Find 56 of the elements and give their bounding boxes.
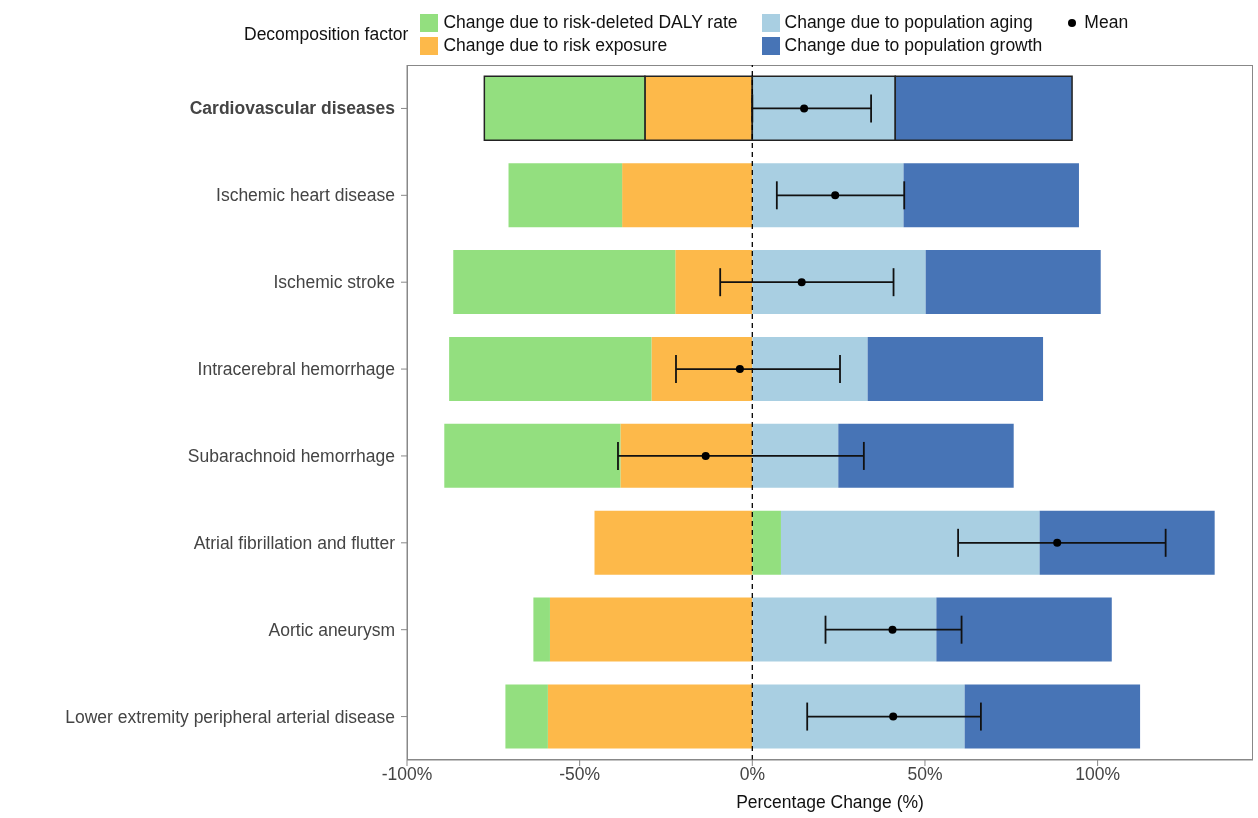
bar [549,597,753,662]
point [888,625,897,634]
y-tick-label: Ischemic stroke [273,272,395,293]
bar [925,250,1101,315]
point [797,278,806,287]
bar [505,684,548,749]
bar [752,510,781,575]
bar [867,336,1044,401]
y-tick-label: Atrial fibrillation and flutter [193,532,396,553]
legend-title: Decomposition factor [244,23,409,45]
legend-label: Change due to risk exposure [443,35,668,56]
y-tick-label: Cardiovascular diseases [189,98,396,119]
bar [752,684,965,749]
x-axis-title: Percentage Change (%) [736,792,924,812]
bar [508,163,623,228]
bar [453,250,676,315]
point [889,712,898,721]
legend-label: Change due to risk-deleted DALY rate [443,12,738,33]
y-tick-label: Subarachnoid hemorrhage [187,445,395,466]
bar [449,336,652,401]
bar [594,510,753,575]
bar [547,684,753,749]
y-tick-label: Lower extremity peripheral arterial disease [65,706,395,727]
bar [752,423,839,488]
y-tick-label: Ischemic heart disease [216,185,395,206]
y-tick-label: Aortic aneurysm [268,619,395,640]
bar [964,684,1141,749]
bar [752,597,937,662]
bar [752,336,868,401]
bar [752,163,904,228]
bar [936,597,1112,662]
bar [533,597,550,662]
bar [1039,510,1215,575]
bar [903,163,1079,228]
y-tick-label: Intracerebral hemorrhage [197,359,395,380]
bar [622,163,753,228]
legend-label: Change due to population growth [784,35,1043,56]
bar [752,250,926,315]
x-tick-label: -50% [559,764,601,785]
point [1053,538,1062,547]
legend-label: Change due to population aging [784,12,1033,33]
legend-label: Mean [1084,12,1129,33]
point [831,191,840,200]
point [800,104,809,113]
bar [444,423,621,488]
x-tick-label: -100% [381,764,433,785]
bar [620,423,753,488]
bar [651,336,753,401]
x-tick-label: 0% [739,764,765,785]
bar [780,510,1040,575]
point [701,451,710,460]
x-tick-label: 50% [907,764,943,785]
x-tick-label: 100% [1075,764,1120,785]
bar [675,250,753,315]
point [735,365,744,374]
bar [838,423,1014,488]
